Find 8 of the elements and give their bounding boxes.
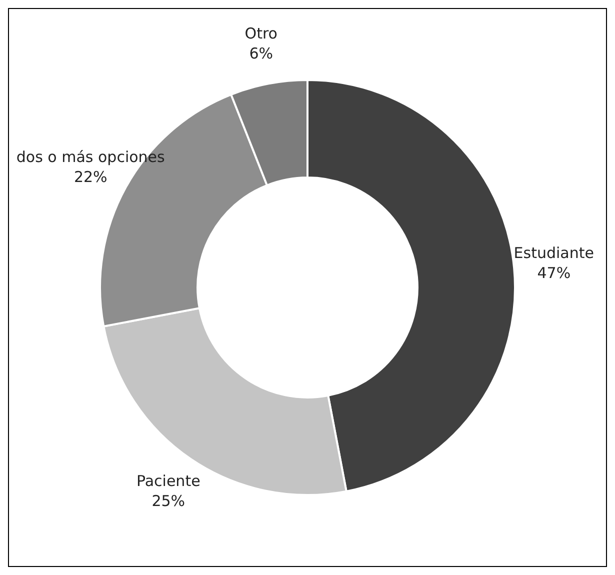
slice-label: dos o más opciones bbox=[16, 148, 166, 166]
data-label: 25% bbox=[152, 492, 186, 510]
data-label: 22% bbox=[74, 168, 108, 186]
slice-label: Otro bbox=[244, 24, 278, 42]
slice-label: Estudiante bbox=[514, 244, 594, 262]
slice-label: Paciente bbox=[136, 472, 200, 490]
data-label: 6% bbox=[249, 44, 274, 62]
data-label: 47% bbox=[537, 264, 571, 282]
